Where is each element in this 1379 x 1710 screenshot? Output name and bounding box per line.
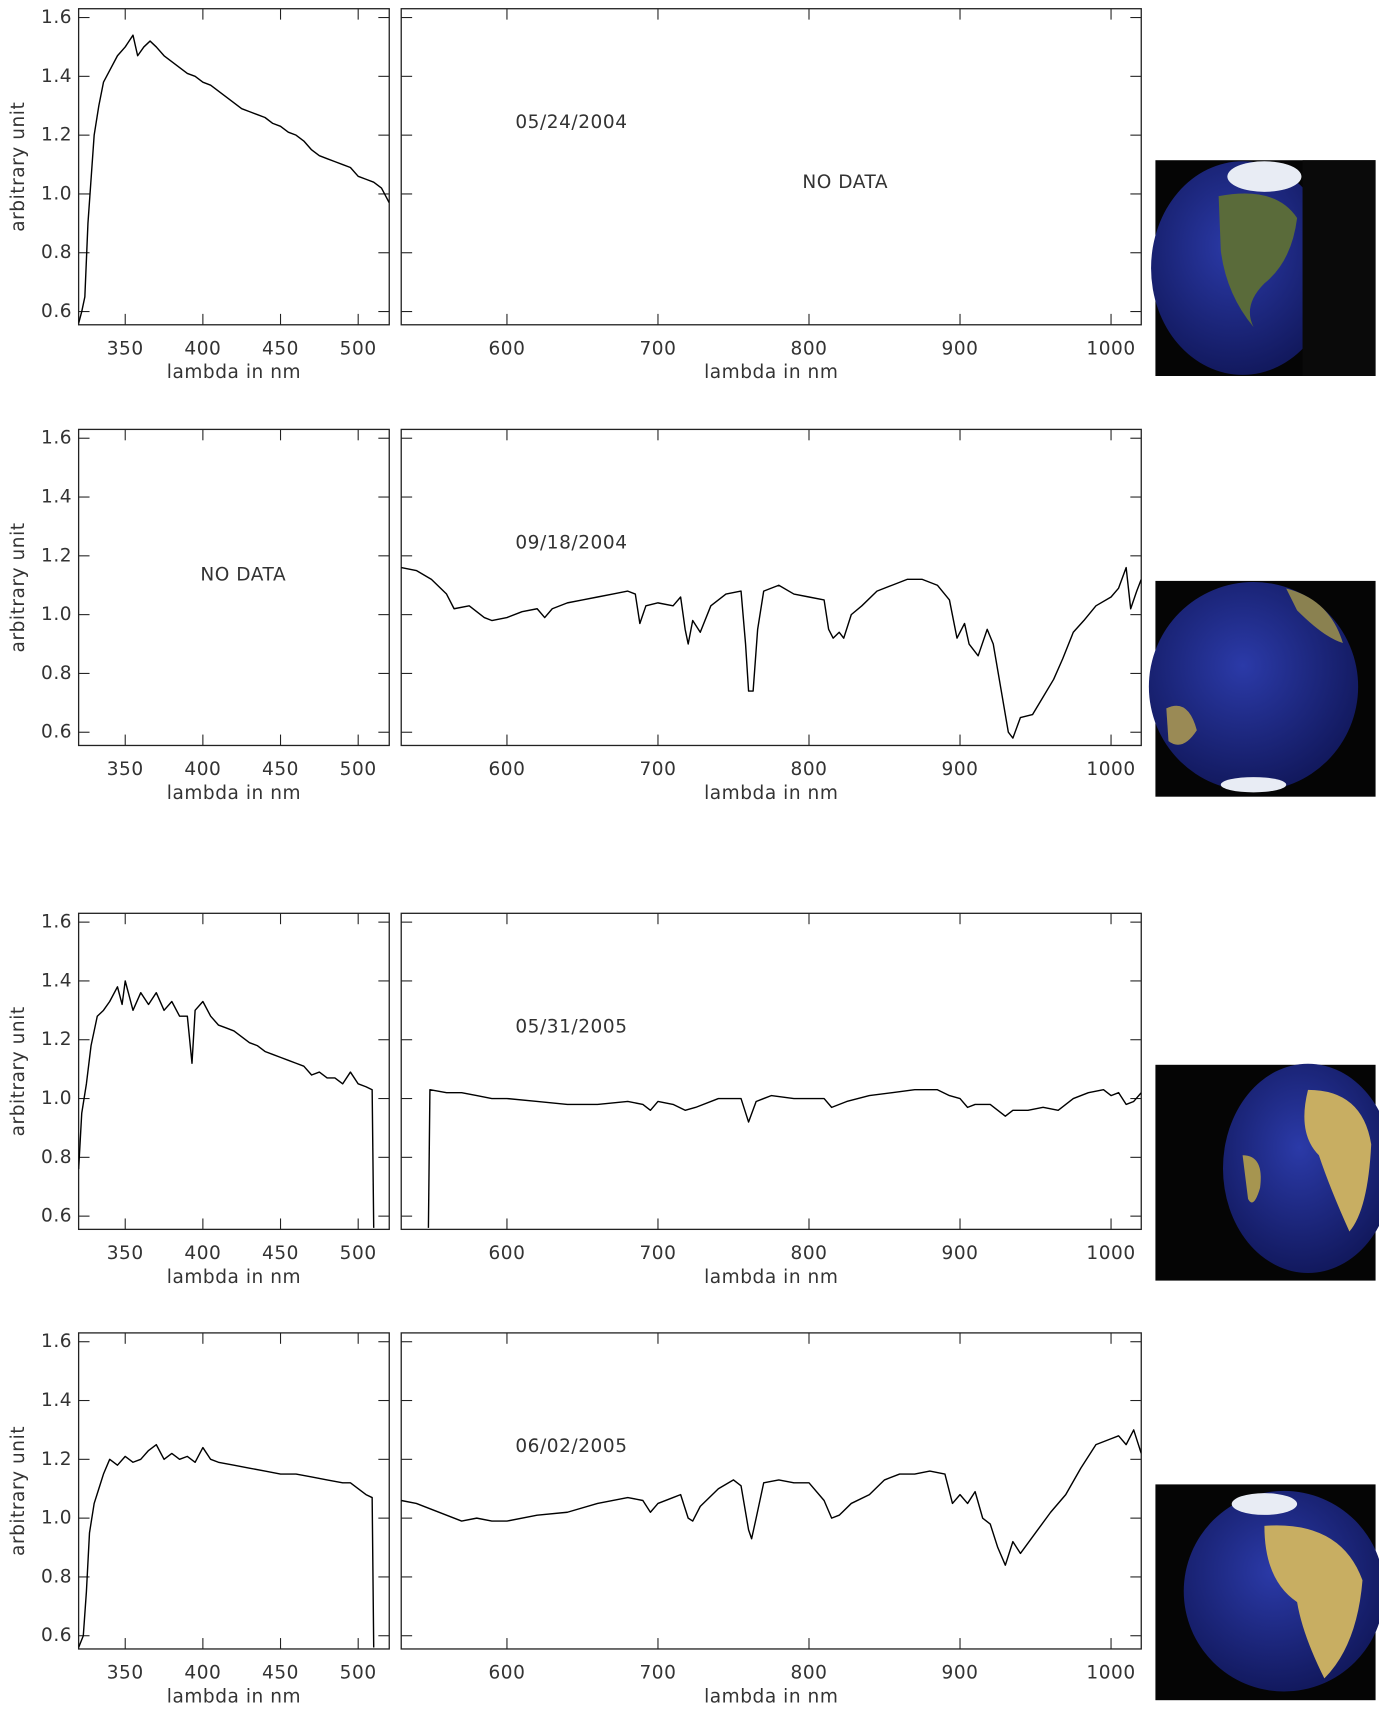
x-tick-label: 900 (942, 1243, 979, 1264)
x-tick-label: 800 (791, 338, 828, 359)
earth-image (1155, 1063, 1379, 1281)
y-axis-label: arbitrary unit (8, 1426, 29, 1556)
spectrum-line (78, 34, 390, 324)
plot-frame (400, 912, 1142, 1231)
y-tick-label: 0.6 (41, 1625, 72, 1646)
earth-image (1148, 580, 1376, 797)
x-axis-label: lambda in nm (704, 783, 838, 804)
y-tick-label: 0.6 (41, 301, 72, 322)
x-tick-label: 500 (340, 1243, 377, 1264)
x-tick-label: 800 (791, 1243, 828, 1264)
y-tick-label: 1.2 (41, 125, 72, 146)
x-tick-label: 450 (262, 759, 299, 780)
y-tick-label: 1.4 (41, 66, 72, 87)
x-tick-label: 700 (639, 759, 676, 780)
x-tick-label: 1000 (1086, 1662, 1135, 1683)
x-tick-label: 900 (942, 338, 979, 359)
y-tick-label: 1.0 (41, 604, 72, 625)
x-tick-label: 400 (184, 759, 221, 780)
y-tick-label: 1.4 (41, 1390, 72, 1411)
x-tick-label: 400 (184, 338, 221, 359)
y-tick-label: 1.0 (41, 1508, 72, 1529)
y-tick-label: 0.8 (41, 1147, 72, 1168)
x-axis-label: lambda in nm (704, 362, 838, 383)
y-axis-label: arbitrary unit (8, 522, 29, 652)
x-tick-label: 900 (942, 759, 979, 780)
x-axis-label: lambda in nm (167, 1267, 301, 1288)
plot-frame (77, 912, 390, 1231)
x-axis-label: lambda in nm (167, 362, 301, 383)
plot-frame (77, 428, 390, 747)
x-tick-label: 350 (107, 759, 144, 780)
x-tick-label: 600 (488, 1662, 525, 1683)
y-tick-label: 0.8 (41, 1566, 72, 1587)
x-tick-label: 800 (791, 759, 828, 780)
y-tick-label: 1.4 (41, 970, 72, 991)
spectrum-line (401, 1429, 1142, 1566)
x-tick-label: 350 (107, 338, 144, 359)
x-tick-label: 350 (107, 1662, 144, 1683)
plot-frame (400, 1332, 1142, 1650)
x-axis-label: lambda in nm (704, 1267, 838, 1288)
spectrum-line (78, 980, 375, 1228)
y-tick-label: 1.2 (41, 1029, 72, 1050)
earth-image (1151, 160, 1376, 377)
x-tick-label: 600 (488, 338, 525, 359)
y-axis-label: arbitrary unit (8, 102, 29, 232)
earth-image (1155, 1484, 1379, 1701)
annotation: 09/18/2004 (515, 533, 627, 554)
y-tick-label: 0.6 (41, 722, 72, 743)
x-tick-label: 800 (791, 1662, 828, 1683)
y-axis-label: arbitrary unit (8, 1006, 29, 1136)
spectrum-line (78, 1443, 375, 1648)
x-tick-label: 1000 (1086, 759, 1135, 780)
x-axis-label: lambda in nm (167, 1686, 301, 1707)
x-tick-label: 450 (262, 1662, 299, 1683)
y-tick-label: 1.0 (41, 183, 72, 204)
x-tick-label: 900 (942, 1662, 979, 1683)
y-tick-label: 1.0 (41, 1088, 72, 1109)
y-tick-label: 1.2 (41, 1449, 72, 1470)
x-axis-label: lambda in nm (167, 783, 301, 804)
annotation: NO DATA (802, 172, 888, 193)
spectrum-line (427, 1089, 1142, 1228)
y-tick-label: 1.6 (41, 428, 72, 449)
plot-frame (400, 8, 1142, 326)
y-tick-label: 0.6 (41, 1206, 72, 1227)
x-tick-label: 450 (262, 1243, 299, 1264)
x-tick-label: 500 (340, 1662, 377, 1683)
y-tick-label: 1.4 (41, 487, 72, 508)
plot-frame (400, 428, 1142, 747)
x-tick-label: 500 (340, 338, 377, 359)
x-tick-label: 500 (340, 759, 377, 780)
y-tick-label: 1.6 (41, 1331, 72, 1352)
x-tick-label: 700 (639, 1662, 676, 1683)
x-tick-label: 400 (184, 1243, 221, 1264)
x-tick-label: 400 (184, 1662, 221, 1683)
annotation: NO DATA (200, 564, 286, 585)
x-tick-label: 600 (488, 759, 525, 780)
y-tick-label: 0.8 (41, 242, 72, 263)
annotation: 05/31/2005 (515, 1017, 627, 1038)
annotation: 05/24/2004 (515, 112, 627, 133)
x-axis-label: lambda in nm (704, 1686, 838, 1707)
x-tick-label: 350 (107, 1243, 144, 1264)
x-tick-label: 700 (639, 1243, 676, 1264)
x-tick-label: 450 (262, 338, 299, 359)
plot-frame (77, 8, 390, 326)
y-tick-label: 0.8 (41, 663, 72, 684)
x-tick-label: 1000 (1086, 338, 1135, 359)
y-tick-label: 1.6 (41, 912, 72, 933)
y-tick-label: 1.2 (41, 545, 72, 566)
plot-frame (77, 1332, 390, 1650)
spectrum-line (401, 566, 1142, 739)
x-tick-label: 700 (639, 338, 676, 359)
x-tick-label: 600 (488, 1243, 525, 1264)
x-tick-label: 1000 (1086, 1243, 1135, 1264)
y-tick-label: 1.6 (41, 7, 72, 28)
annotation: 06/02/2005 (515, 1436, 627, 1457)
